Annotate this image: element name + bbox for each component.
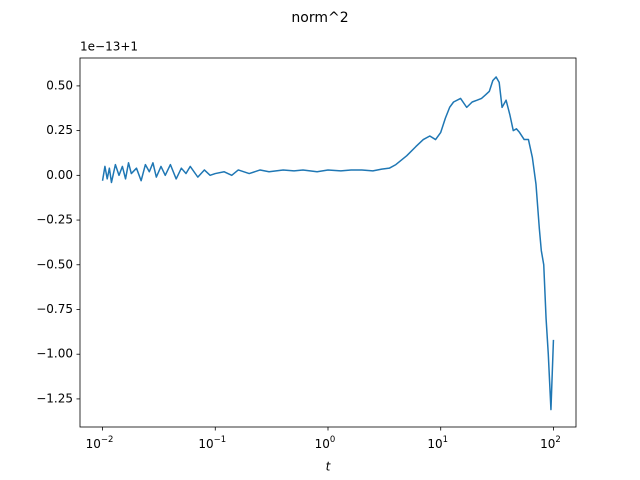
y-tick-label: 0.00 xyxy=(46,168,73,182)
x-tick-base: 10 xyxy=(540,437,555,451)
offset-label: 1e−13+1 xyxy=(80,40,138,54)
plot-frame xyxy=(79,57,577,428)
x-tick-label: 101 xyxy=(427,435,448,451)
x-tick-exponent: −2 xyxy=(101,435,114,445)
y-tick-label: −0.75 xyxy=(36,302,73,316)
x-tick-label: 10−2 xyxy=(86,435,114,451)
x-tick-base: 10 xyxy=(315,437,330,451)
chart-title: norm^2 xyxy=(291,10,348,26)
x-tick-label: 100 xyxy=(315,435,336,451)
y-tick-label: −0.25 xyxy=(36,213,73,227)
x-tick-base: 10 xyxy=(427,437,442,451)
x-tick-base: 10 xyxy=(86,437,101,451)
x-tick-exponent: 1 xyxy=(443,435,448,445)
x-tick-exponent: 0 xyxy=(330,435,335,445)
y-tick-label: −1.25 xyxy=(36,391,73,405)
data-line xyxy=(101,76,555,411)
x-tick-base: 10 xyxy=(198,437,213,451)
x-tick-label: 10−1 xyxy=(198,435,226,451)
x-axis-label: t xyxy=(326,460,332,474)
x-tick-label: 102 xyxy=(540,435,561,451)
x-tick-exponent: 2 xyxy=(555,435,560,445)
y-tick-label: 0.25 xyxy=(46,123,73,137)
y-tick-label: −0.50 xyxy=(36,257,73,271)
x-tick-exponent: −1 xyxy=(214,435,227,445)
y-tick-label: −1.00 xyxy=(36,347,73,361)
y-tick-label: 0.50 xyxy=(46,78,73,92)
